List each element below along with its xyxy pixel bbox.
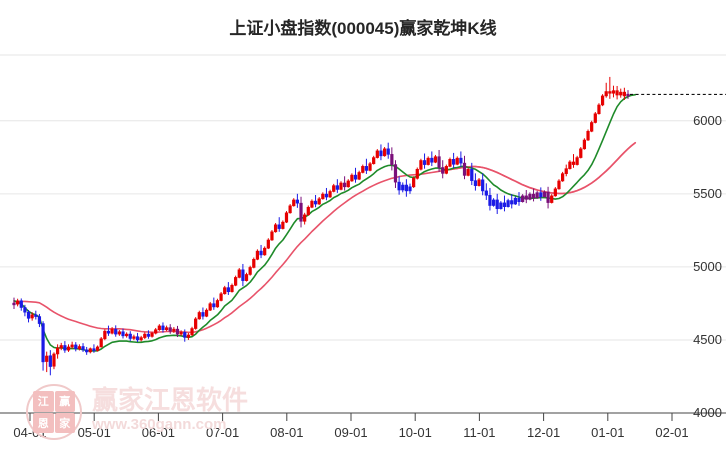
x-axis-tick-label: 01-01 — [591, 425, 625, 440]
x-axis-tick-label: 04-01 — [13, 425, 47, 440]
x-axis-tick-label: 05-01 — [77, 425, 111, 440]
x-axis-tick-label: 11-01 — [463, 425, 496, 440]
x-axis-tick-label: 02-01 — [655, 425, 689, 440]
axis-lines-and-ticks — [0, 412, 726, 421]
x-axis-tick-label: 09-01 — [334, 425, 368, 440]
candlestick-series — [12, 76, 630, 376]
x-axis-tick-label: 06-01 — [141, 425, 176, 440]
y-axis-tick-label: 5000 — [693, 258, 722, 274]
x-axis-tick-label: 07-01 — [205, 425, 240, 440]
y-axis-tick-label: 4500 — [693, 331, 722, 347]
y-axis-tick-label: 4000 — [693, 405, 722, 420]
page-title: 上证小盘指数(000045)赢家乾坤K线 — [229, 19, 497, 38]
y-axis-tick-label: 5500 — [693, 185, 722, 201]
x-axis-tick-label: 10-01 — [398, 425, 432, 440]
ma-slow-line — [13, 141, 637, 334]
gridlines — [0, 54, 726, 414]
x-axis-tick-label: 08-01 — [270, 425, 304, 440]
y-axis-tick-label: 6000 — [693, 112, 722, 128]
ma-fast-line — [13, 93, 637, 352]
x-axis-tick-label: 12-01 — [526, 425, 561, 440]
